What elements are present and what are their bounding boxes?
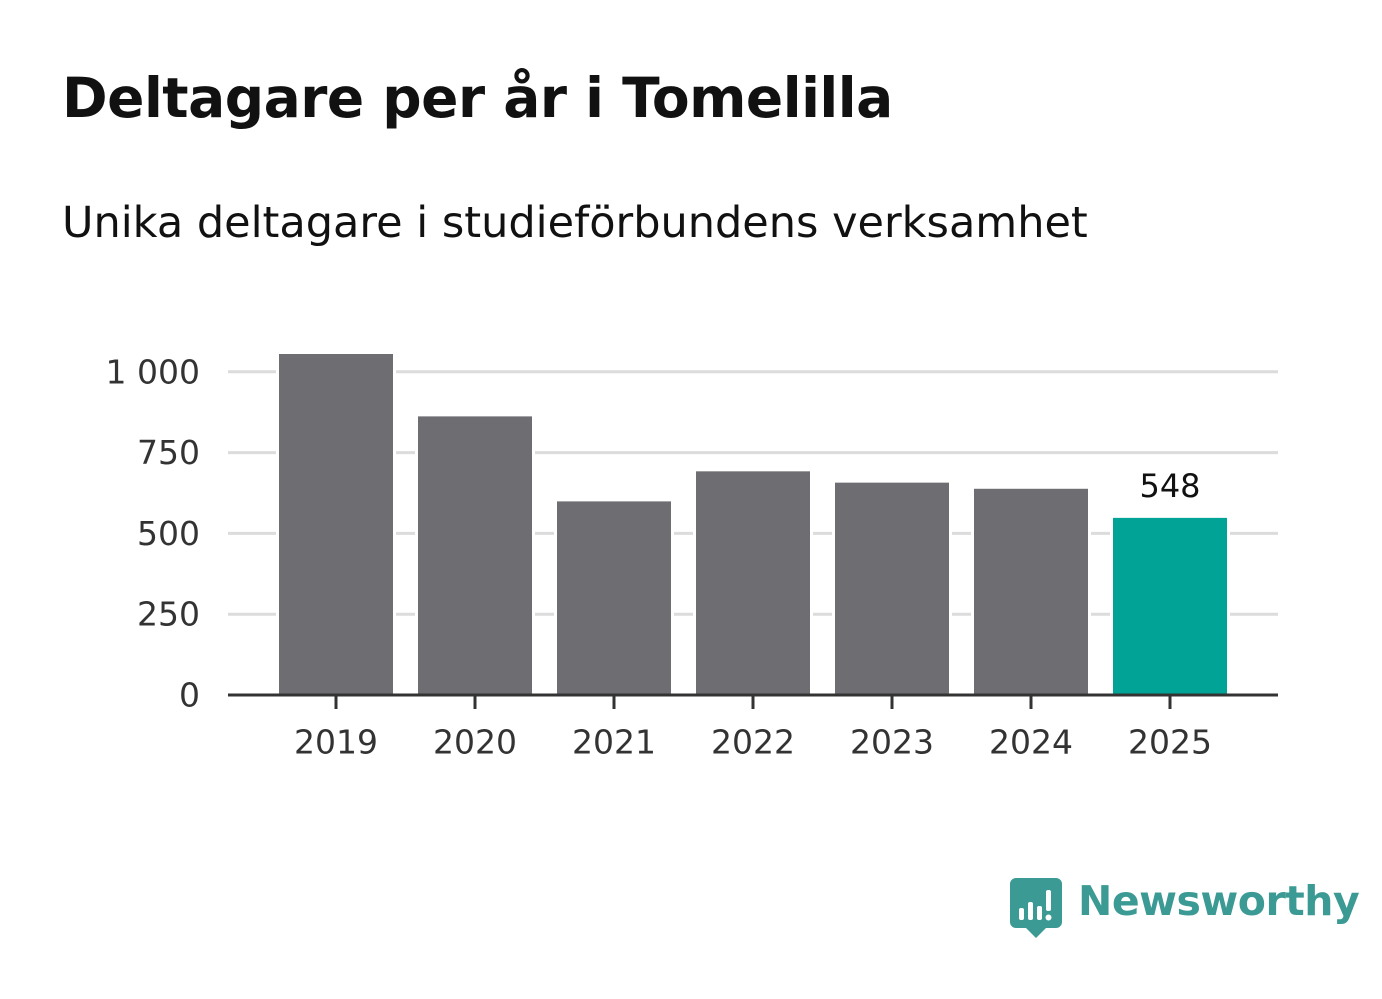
- bar-2020: [415, 413, 535, 698]
- bar-chart-speech-bubble-icon: [1010, 878, 1062, 938]
- x-tick-label: 2025: [1128, 723, 1212, 762]
- bars: [276, 351, 1230, 699]
- x-tick-label: 2019: [294, 723, 378, 762]
- bar-2023: [832, 479, 952, 698]
- x-tick-label: 2023: [850, 723, 934, 762]
- data-label-2025: 548: [1139, 467, 1200, 505]
- chart-subtitle: Unika deltagare i studieförbundens verks…: [62, 198, 1088, 248]
- x-tick-label: 2021: [572, 723, 656, 762]
- bar-2021: [554, 498, 674, 699]
- x-axis: [228, 693, 1278, 709]
- y-tick-label: 750: [137, 433, 200, 472]
- x-tick-label: 2020: [433, 723, 517, 762]
- x-tick-label: 2024: [989, 723, 1073, 762]
- chart-title: Deltagare per år i Tomelilla: [62, 66, 893, 130]
- newsworthy-logo: Newsworthy: [1010, 877, 1360, 940]
- y-tick-label: 250: [137, 595, 200, 634]
- y-tick-label: 1 000: [106, 352, 200, 391]
- y-tick-label: 0: [179, 676, 200, 715]
- bar-2022: [693, 468, 813, 698]
- chart-labels: 0 250 500 750 1 000 2019 2020 2021 2022 2023 2024 2…: [106, 352, 1212, 761]
- brand-name: Newsworthy: [1078, 877, 1360, 925]
- bar-2024: [971, 485, 1091, 698]
- x-tick-label: 2022: [711, 723, 795, 762]
- y-tick-label: 500: [137, 514, 200, 553]
- bar-2025: [1110, 514, 1230, 699]
- bar-2019: [276, 351, 396, 698]
